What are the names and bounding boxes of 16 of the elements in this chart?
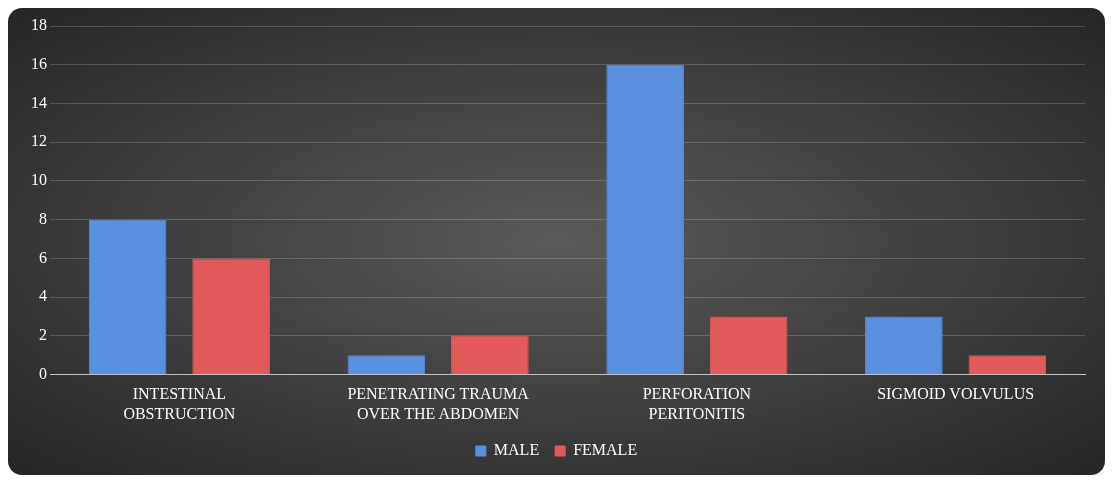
y-tick-label: 6 [39, 248, 47, 266]
x-tick-label: INTESTINAL OBSTRUCTION [123, 385, 236, 422]
y-tick-label: 4 [39, 287, 47, 305]
x-tick-label: PERFORATION PERITONITIS [642, 385, 752, 422]
y-tick-label: 14 [31, 93, 47, 111]
y-tick-label: 0 [39, 364, 47, 382]
y-tick-label: 8 [39, 209, 47, 227]
y-tick-label: 16 [31, 54, 47, 72]
y-tick-label: 18 [31, 16, 47, 34]
x-tick-label: SIGMOID VOLVULUS [877, 385, 1035, 403]
y-tick-label: 2 [39, 326, 47, 344]
y-tick-label: 12 [31, 132, 47, 150]
x-tick-label: PENETRATING TRAUMA OVER THE ABDOMEN [347, 385, 530, 422]
legend-label: FEMALE [573, 441, 638, 459]
y-tick-label: 10 [31, 171, 47, 189]
legend-label: MALE [493, 441, 540, 459]
